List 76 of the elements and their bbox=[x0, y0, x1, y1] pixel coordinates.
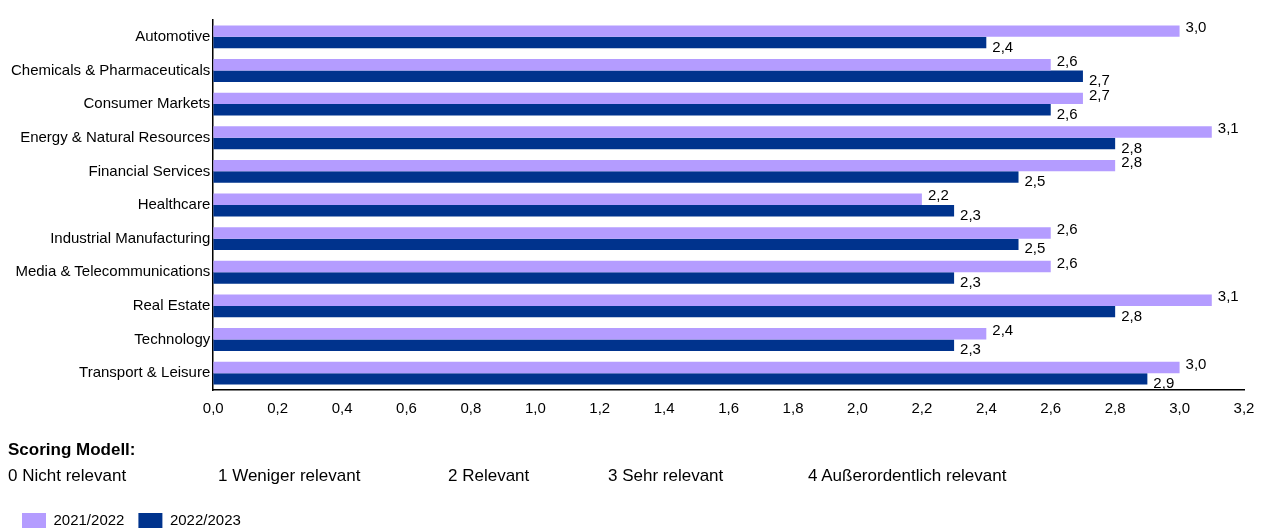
x-tick-label: 2,6 bbox=[1040, 399, 1062, 417]
bar bbox=[213, 36, 987, 49]
bar bbox=[213, 59, 1051, 71]
text: 3 Sehr relevant bbox=[608, 466, 724, 486]
y-tick-label: Financial Services bbox=[88, 161, 211, 179]
data-label: 2,9 bbox=[1153, 374, 1175, 392]
x-tick-label: 2,0 bbox=[847, 399, 868, 417]
data-label: 3,0 bbox=[1185, 354, 1207, 372]
text: 1 Weniger relevant bbox=[218, 466, 361, 486]
x-tick-label: 1,2 bbox=[589, 399, 611, 417]
x-tick-label: 0,0 bbox=[202, 399, 224, 417]
x-tick-label: 1,0 bbox=[524, 399, 546, 417]
data-label: 2,6 bbox=[1056, 51, 1078, 69]
x-tick-label: 0,2 bbox=[267, 399, 289, 417]
data-label: 2,4 bbox=[992, 37, 1014, 55]
bar bbox=[213, 159, 1116, 172]
data-label: 3,0 bbox=[1185, 18, 1207, 36]
bar bbox=[213, 227, 1051, 239]
x-tick-label: 0,4 bbox=[331, 399, 353, 417]
x-tick-label: 1,4 bbox=[653, 399, 675, 417]
data-label: 2,3 bbox=[960, 205, 981, 223]
data-label: 2,5 bbox=[1024, 239, 1046, 257]
bar bbox=[213, 328, 987, 340]
y-tick-label: Industrial Manufacturing bbox=[50, 228, 211, 246]
y-tick-label: Real Estate bbox=[132, 296, 211, 314]
bar bbox=[213, 205, 955, 217]
data-label: 2,6 bbox=[1056, 253, 1078, 271]
bar bbox=[213, 305, 1116, 318]
data-label: 2,8 bbox=[1121, 306, 1143, 324]
y-tick-label: Healthcare bbox=[137, 195, 211, 213]
bar bbox=[213, 137, 1116, 150]
x-tick-label: 3,2 bbox=[1233, 399, 1255, 417]
y-tick-label: Consumer Markets bbox=[83, 94, 211, 112]
y-tick-label: Media & Telecommunications bbox=[15, 262, 211, 280]
bar bbox=[213, 373, 1148, 385]
data-label: 2,5 bbox=[1024, 172, 1046, 190]
y-tick-label: Transport & Leisure bbox=[79, 363, 211, 381]
data-label: 2,4 bbox=[992, 320, 1014, 338]
bar bbox=[213, 294, 1212, 306]
text: Scoring Modell: bbox=[8, 440, 136, 460]
bar bbox=[213, 92, 1083, 105]
data-label: 2,3 bbox=[960, 340, 981, 358]
bar bbox=[213, 104, 1051, 116]
x-tick-label: 3,0 bbox=[1169, 399, 1191, 417]
text: 4 Außerordentlich relevant bbox=[808, 466, 1007, 486]
data-label: 3,1 bbox=[1217, 287, 1239, 305]
x-tick-label: 0,8 bbox=[460, 399, 482, 417]
y-tick-label: Automotive bbox=[135, 26, 211, 44]
y-tick-label: Chemicals & Pharmaceuticals bbox=[10, 60, 211, 78]
bar bbox=[213, 238, 1019, 251]
data-label: 3,1 bbox=[1217, 119, 1239, 137]
data-label: 2,2 bbox=[927, 186, 949, 204]
bar bbox=[213, 260, 1051, 273]
bar bbox=[213, 25, 1180, 37]
text: 2 Relevant bbox=[448, 466, 530, 486]
data-label: 2,6 bbox=[1056, 220, 1078, 238]
text: 0 Nicht relevant bbox=[8, 466, 127, 486]
legend-label: 2022/2023 bbox=[169, 510, 241, 528]
bar bbox=[213, 272, 955, 284]
bar bbox=[213, 339, 955, 351]
x-tick-label: 0,6 bbox=[396, 399, 417, 417]
bar bbox=[213, 193, 922, 205]
bar bbox=[213, 70, 1083, 82]
x-tick-label: 2,4 bbox=[975, 399, 997, 417]
x-tick-label: 2,8 bbox=[1104, 399, 1126, 417]
legend-label: 2021/2022 bbox=[53, 510, 125, 528]
bar bbox=[213, 126, 1212, 138]
data-label: 2,6 bbox=[1056, 104, 1078, 122]
data-label: 2,3 bbox=[960, 273, 981, 291]
bar bbox=[213, 171, 1019, 183]
bar bbox=[213, 361, 1180, 374]
x-tick-label: 1,6 bbox=[718, 399, 740, 417]
x-tick-label: 2,2 bbox=[911, 399, 933, 417]
x-tick-label: 1,8 bbox=[782, 399, 804, 417]
y-tick-label: Technology bbox=[134, 329, 211, 347]
y-tick-label: Energy & Natural Resources bbox=[20, 127, 211, 145]
